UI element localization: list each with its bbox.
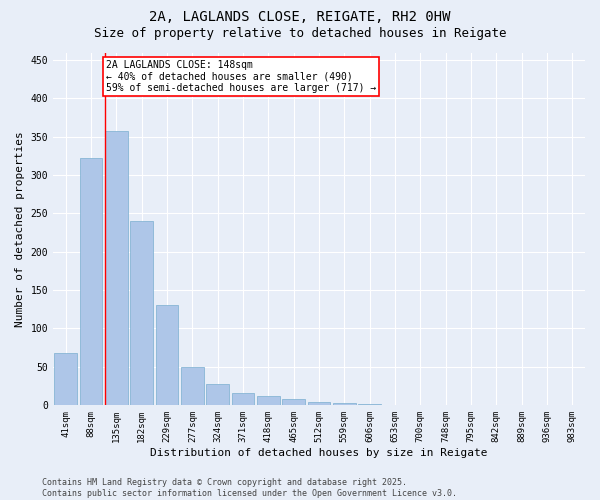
Bar bbox=[333, 404, 356, 405]
Text: Contains HM Land Registry data © Crown copyright and database right 2025.
Contai: Contains HM Land Registry data © Crown c… bbox=[42, 478, 457, 498]
Bar bbox=[80, 158, 103, 405]
Bar bbox=[206, 384, 229, 405]
Text: 2A, LAGLANDS CLOSE, REIGATE, RH2 0HW: 2A, LAGLANDS CLOSE, REIGATE, RH2 0HW bbox=[149, 10, 451, 24]
Text: 2A LAGLANDS CLOSE: 148sqm
← 40% of detached houses are smaller (490)
59% of semi: 2A LAGLANDS CLOSE: 148sqm ← 40% of detac… bbox=[106, 60, 376, 94]
Bar bbox=[155, 306, 178, 405]
Text: Size of property relative to detached houses in Reigate: Size of property relative to detached ho… bbox=[94, 28, 506, 40]
Y-axis label: Number of detached properties: Number of detached properties bbox=[15, 131, 25, 326]
Bar bbox=[105, 132, 128, 405]
Bar bbox=[358, 404, 381, 405]
Bar bbox=[282, 398, 305, 405]
Bar bbox=[130, 221, 153, 405]
Bar bbox=[257, 396, 280, 405]
Bar bbox=[232, 394, 254, 405]
X-axis label: Distribution of detached houses by size in Reigate: Distribution of detached houses by size … bbox=[150, 448, 488, 458]
Bar bbox=[55, 352, 77, 405]
Bar bbox=[308, 402, 331, 405]
Bar bbox=[181, 366, 204, 405]
